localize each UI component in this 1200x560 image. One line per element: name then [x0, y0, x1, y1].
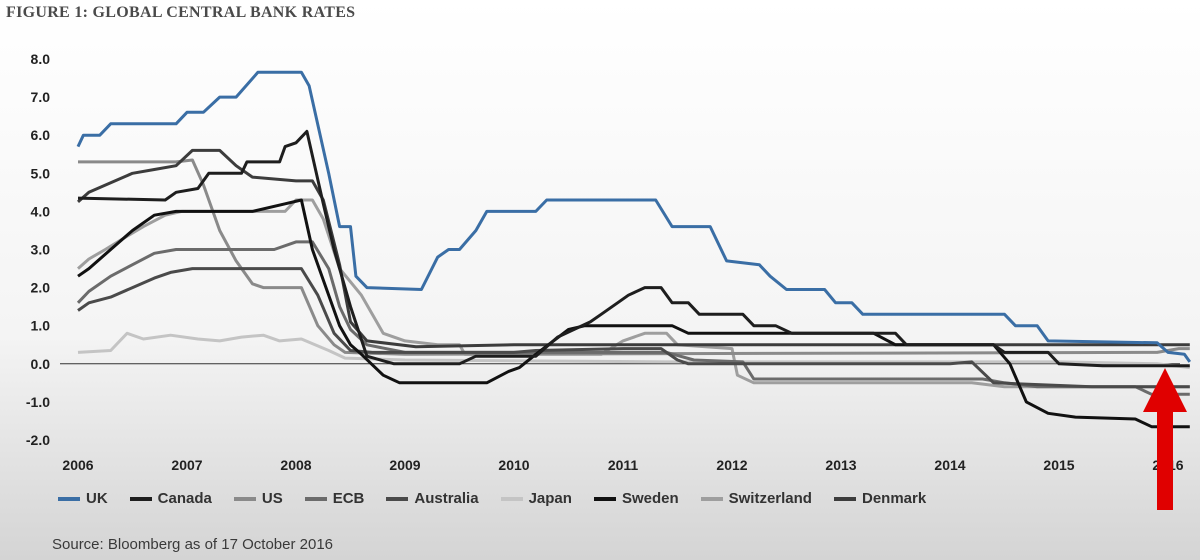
legend-item-ecb: ECB — [304, 490, 365, 507]
red-arrow-annotation — [1143, 368, 1187, 510]
series-line-uk — [76, 70, 1192, 363]
y-tick-label: 1.0 — [31, 318, 51, 334]
series-line-canada — [77, 129, 1190, 368]
series-line-denmark — [77, 148, 1190, 349]
series-line-ecb — [76, 240, 1190, 396]
x-tick-label: 2009 — [389, 457, 420, 473]
legend-item-japan: Japan — [500, 490, 572, 507]
x-tick-label: 2008 — [280, 457, 311, 473]
y-tick-label: -2.0 — [26, 432, 50, 448]
legend-item-switzerland: Switzerland — [700, 490, 812, 507]
legend-label: ECB — [332, 490, 365, 507]
series-line-japan — [77, 331, 1190, 370]
y-tick-label: -1.0 — [26, 394, 50, 410]
x-tick-label: 2012 — [716, 457, 747, 473]
x-axis-ticks: 2006 2007 2008 2009 2010 2011 2012 2013 2014 2015… — [62, 457, 1183, 473]
legend-label: Sweden — [621, 490, 679, 507]
legend-swatch — [593, 496, 616, 501]
series-line-sweden — [77, 198, 1190, 429]
legend-label: US — [261, 490, 283, 507]
y-tick-label: 3.0 — [31, 242, 51, 258]
x-tick-label: 2006 — [62, 457, 93, 473]
y-tick-label: 0.0 — [31, 356, 51, 372]
legend-item-uk: UK — [58, 490, 108, 507]
y-tick-label: 4.0 — [31, 203, 51, 219]
legend-label: Canada — [157, 490, 212, 507]
y-tick-label: 6.0 — [31, 127, 51, 143]
figure-title: FIGURE 1: GLOBAL CENTRAL BANK RATES — [6, 4, 356, 21]
legend-swatch — [700, 496, 723, 501]
series-lines — [76, 70, 1192, 429]
legend-swatch — [500, 496, 523, 501]
y-tick-label: 5.0 — [31, 165, 51, 181]
legend-item-sweden: Sweden — [593, 490, 679, 507]
x-tick-label: 2013 — [825, 457, 856, 473]
legend: UK Canada US ECB Australia Japan Sweden Switzer… — [58, 490, 948, 507]
legend-swatch — [129, 496, 152, 501]
legend-label: Switzerland — [728, 490, 812, 507]
source-note: Source: Bloomberg as of 17 October 2016 — [52, 536, 334, 553]
legend-item-us: US — [233, 490, 283, 507]
series-line-switzerland — [77, 198, 1190, 389]
legend-label: Denmark — [861, 490, 927, 507]
legend-item-australia: Australia — [386, 490, 479, 507]
legend-swatch — [58, 496, 80, 501]
x-tick-label: 2015 — [1043, 457, 1074, 473]
x-tick-label: 2014 — [934, 457, 965, 473]
y-tick-label: 2.0 — [31, 280, 51, 296]
series-line-australia — [77, 267, 1190, 389]
legend-label: Australia — [414, 490, 479, 507]
y-axis-ticks: 8.0 7.0 6.0 5.0 4.0 3.0 2.0 1.0 0.0 -1.0 -2.0 — [26, 51, 50, 448]
y-tick-label: 7.0 — [31, 89, 51, 105]
x-tick-label: 2007 — [171, 457, 202, 473]
legend-item-denmark: Denmark — [833, 490, 927, 507]
legend-label: Japan — [528, 490, 572, 507]
x-tick-label: 2010 — [498, 457, 529, 473]
legend-swatch — [304, 496, 327, 501]
series-line-us — [78, 158, 1190, 356]
legend-swatch — [833, 496, 856, 501]
legend-item-canada: Canada — [129, 490, 212, 507]
x-tick-label: 2011 — [608, 457, 639, 473]
legend-label: UK — [86, 490, 108, 507]
legend-swatch — [233, 496, 256, 501]
legend-swatch — [386, 496, 409, 501]
y-tick-label: 8.0 — [31, 51, 51, 67]
